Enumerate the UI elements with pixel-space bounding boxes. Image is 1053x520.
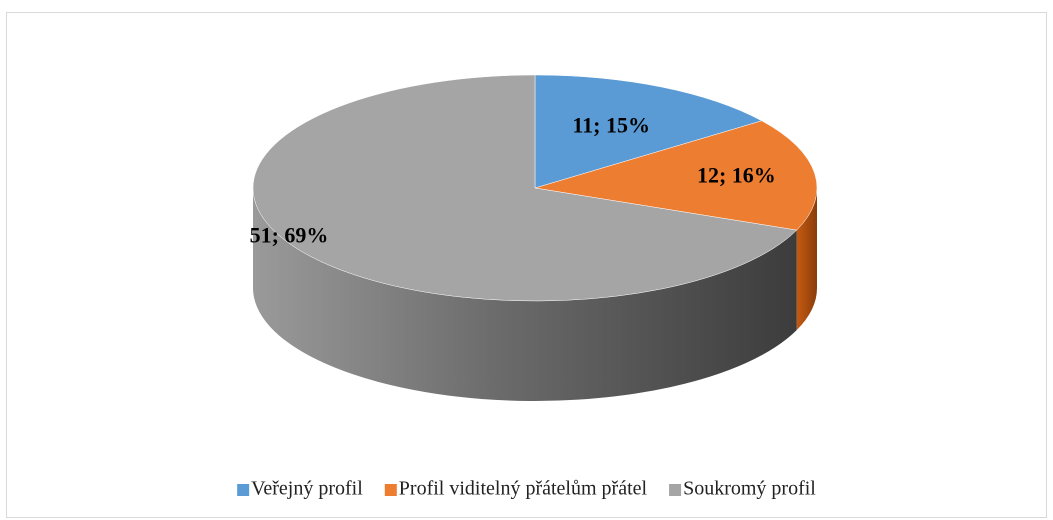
legend-label: Veřejný profil: [251, 478, 363, 500]
legend-label: Profil viditelný přátelům přátel: [399, 478, 648, 500]
pie-slice: [252, 74, 798, 302]
data-label: 11; 15%: [572, 113, 650, 138]
pie-side: [796, 188, 817, 331]
data-label: 12; 16%: [697, 163, 776, 188]
legend-label: Soukromý profil: [683, 478, 816, 500]
legend-swatch: [384, 484, 397, 496]
data-label: 51; 69%: [250, 222, 329, 247]
legend-swatch: [237, 484, 250, 496]
pie-slice: [534, 120, 818, 231]
pie-side: [253, 188, 797, 401]
legend-swatch: [669, 484, 682, 496]
legend: Veřejný profil Profil viditelný přátelům …: [237, 478, 816, 500]
pie-slice: [534, 74, 763, 189]
